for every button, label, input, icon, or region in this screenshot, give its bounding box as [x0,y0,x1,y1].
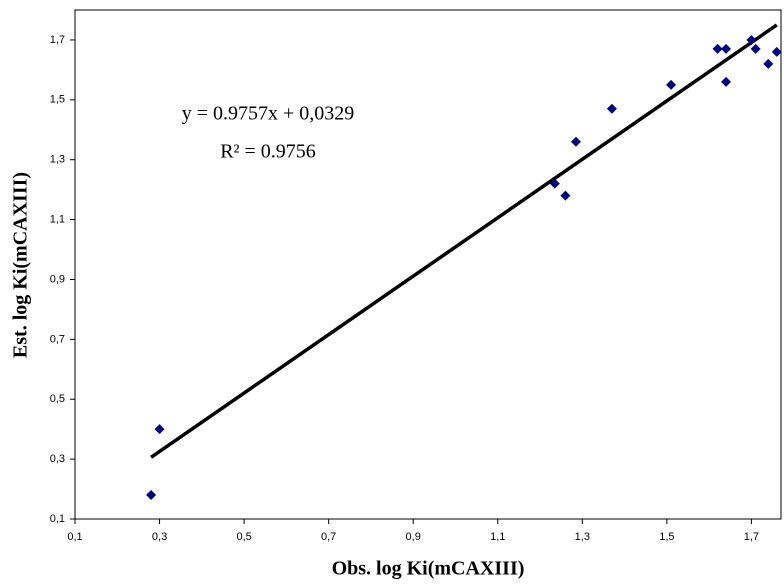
data-point [560,190,571,201]
trendline [150,23,778,459]
y-tick-label: 0,9 [50,273,65,285]
y-tick-label: 1,1 [50,213,65,225]
plot-area [74,9,782,520]
x-tick-label: 0,1 [67,531,82,543]
data-point [746,34,757,45]
x-tick-label: 1,5 [659,531,674,543]
x-tick-label: 0,9 [406,531,421,543]
x-tick-label: 0,3 [152,531,167,543]
x-tick-label: 0,5 [236,531,251,543]
data-point [712,43,723,54]
y-tick-label: 0,5 [50,393,65,405]
data-point [666,79,677,90]
y-tick-label: 1,5 [50,94,65,106]
data-point [549,178,560,189]
data-point [721,76,732,87]
x-axis-label: Obs. log Ki(mCAXIII) [332,558,525,580]
x-tick-label: 0,7 [321,531,336,543]
data-point [721,43,732,54]
data-point [606,103,617,114]
data-point [771,46,782,57]
x-tick-label: 1,3 [575,531,590,543]
y-tick-label: 0,7 [50,333,65,345]
data-point [146,490,157,501]
x-tick-label: 1,7 [744,531,759,543]
r-squared: R² = 0.9756 [220,141,316,163]
x-tick-label: 1,1 [490,531,505,543]
data-point [154,424,165,435]
y-tick-label: 1,3 [50,154,65,166]
y-tick-label: 1,7 [50,34,65,46]
equation: y = 0.9757x + 0,0329 [182,103,355,125]
y-axis-label: Est. log Ki(mCAXIII) [10,172,32,358]
y-tick-label: 0,3 [50,453,65,465]
data-point [763,58,774,69]
y-tick-label: 0,1 [50,513,65,525]
data-point [570,136,581,147]
data-point [750,43,761,54]
